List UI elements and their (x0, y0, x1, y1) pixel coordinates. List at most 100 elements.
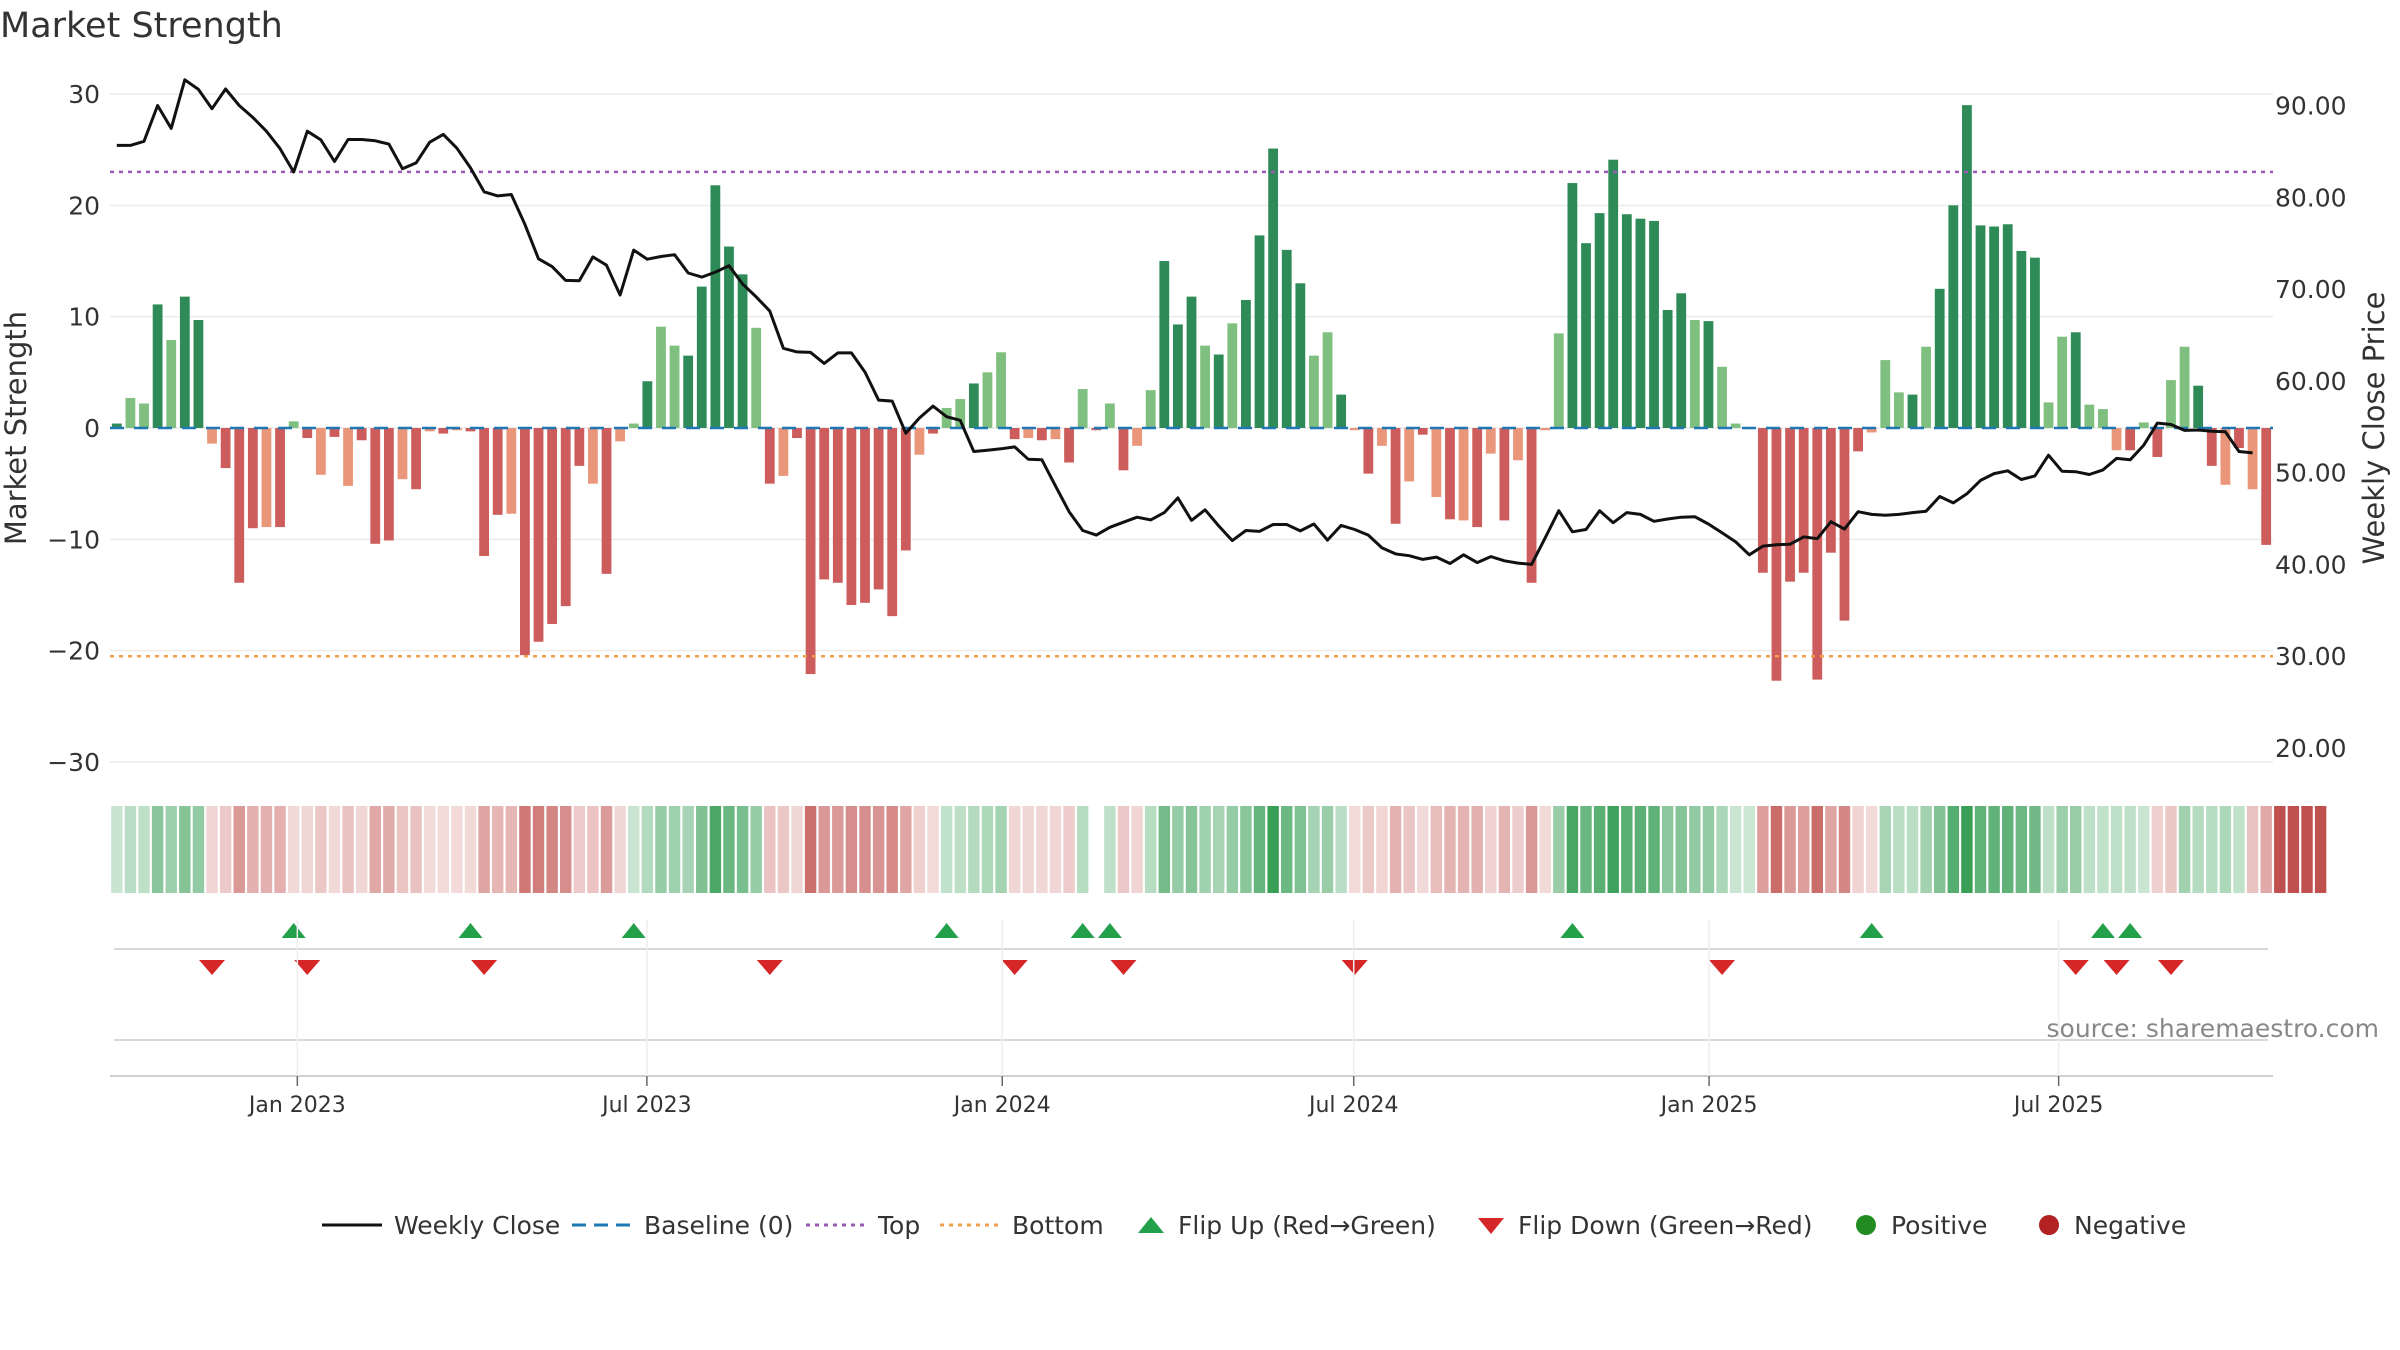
strength-bar (560, 428, 571, 607)
strength-bar (900, 428, 911, 551)
strength-bar (1322, 332, 1333, 428)
heatmap-cell (1240, 806, 1252, 893)
strength-bar (1377, 428, 1387, 446)
heatmap-cell (1811, 806, 1823, 893)
legend-label: Baseline (0) (644, 1210, 794, 1240)
strength-bar (2098, 409, 2108, 428)
y2-tick-label: 30.00 (2275, 642, 2347, 671)
strength-bar (533, 428, 544, 642)
strength-bar (2220, 428, 2231, 485)
heatmap-cell (2002, 806, 2014, 893)
strength-bar (860, 428, 870, 603)
heatmap-cell (410, 806, 422, 893)
weekly-close-line (116, 78, 2253, 566)
heatmap-cell (1512, 806, 1524, 893)
strength-bar (764, 428, 775, 484)
heatmap-cell (1865, 806, 1878, 893)
strength-bar (2138, 422, 2149, 428)
legend-line-swatch (322, 1223, 382, 1227)
strength-bar (2030, 257, 2040, 428)
heatmap-cell (655, 806, 667, 893)
strength-bar (125, 397, 136, 428)
heatmap-cell (940, 806, 953, 893)
legend: Weekly Close Baseline (0) Top Bottom Fli… (0, 1205, 2400, 1245)
heatmap-cell (1702, 806, 1715, 893)
weekly-close-line (116, 78, 2253, 566)
heatmap-cell (2083, 806, 2096, 893)
x-tick-label: Jan 2025 (1659, 1093, 1758, 1118)
x-tick-label: Jul 2025 (2012, 1093, 2104, 1118)
heatmap-cell (573, 806, 586, 893)
heatmap-cell (1920, 806, 1932, 893)
strength-bar (1717, 366, 1727, 428)
strength-bar (1730, 423, 1741, 428)
heatmap-cell (1376, 806, 1388, 893)
strength-bar (166, 340, 177, 428)
legend-label: Negative (2074, 1210, 2187, 1240)
strength-bar (1812, 428, 1823, 680)
heatmap-cell (2260, 806, 2272, 893)
strength-bar (1594, 213, 1605, 428)
strength-bar (656, 326, 666, 428)
flip-up-marker (2118, 923, 2143, 938)
strength-bar (1036, 428, 1047, 441)
heatmap-cell (260, 806, 273, 893)
heatmap-cell (247, 806, 259, 893)
strength-bar (1771, 428, 1782, 681)
flip-down-marker (2157, 960, 2184, 975)
strength-bar (1159, 261, 1170, 428)
x-tick-label: Jul 2024 (1307, 1093, 1399, 1118)
heatmap-cell (2138, 806, 2150, 893)
y-axis-label: Market Strength (0, 311, 33, 545)
heatmap-cell (696, 806, 708, 893)
heatmap-cell (301, 806, 313, 893)
strength-bar (1975, 225, 1986, 428)
flip-down-marker (471, 960, 498, 975)
strength-bar (1567, 183, 1578, 428)
strength-bar (2070, 332, 2081, 428)
strength-bar (1621, 214, 1632, 428)
strength-bar (1145, 390, 1156, 428)
heatmap-cell (2165, 806, 2177, 893)
strength-bar (1241, 299, 1251, 428)
strength-bar (1526, 428, 1537, 583)
heatmap-cell (750, 806, 762, 893)
heatmap-cell (2233, 806, 2245, 893)
heatmap-cell (1648, 806, 1660, 893)
strength-bar (574, 428, 585, 466)
heatmap-cell (1185, 806, 1198, 893)
flip-up-marker (934, 923, 959, 938)
strength-bar (383, 428, 394, 541)
chart-title: Market Strength (0, 6, 283, 46)
state-heatmap-strip (111, 806, 2327, 893)
heatmap-cell (1933, 806, 1946, 893)
heatmap-cell (2042, 806, 2055, 893)
flip-down-marker (2062, 960, 2089, 975)
reference-lines (110, 170, 2273, 658)
heatmap-cell (995, 806, 1007, 893)
strength-bar (1907, 394, 1918, 428)
strength-bar (1309, 355, 1319, 428)
flip-up-marker (621, 923, 646, 938)
strength-bar (1009, 428, 1020, 440)
strength-bar (819, 428, 830, 580)
heatmap-cell (1593, 806, 1606, 893)
strength-bar (220, 428, 231, 469)
heatmap-cell (1797, 806, 1810, 893)
heatmap-cell (1063, 806, 1075, 893)
heatmap-cell (1430, 806, 1443, 893)
heatmap-cell (2124, 806, 2136, 893)
heatmap-cell (219, 806, 232, 893)
flip-down-marker (756, 960, 783, 975)
strength-bar (397, 428, 408, 480)
heatmap-cell (628, 806, 640, 893)
heatmap-cell (491, 806, 504, 893)
heatmap-cell (1961, 806, 1973, 893)
heatmap-cell (832, 806, 844, 893)
flip-down-marker (199, 960, 226, 975)
heatmap-cell (1525, 806, 1538, 893)
legend-weekly-close: Weekly Close (322, 1205, 560, 1245)
heatmap-cell (2287, 806, 2300, 893)
strength-bar (2193, 385, 2204, 428)
